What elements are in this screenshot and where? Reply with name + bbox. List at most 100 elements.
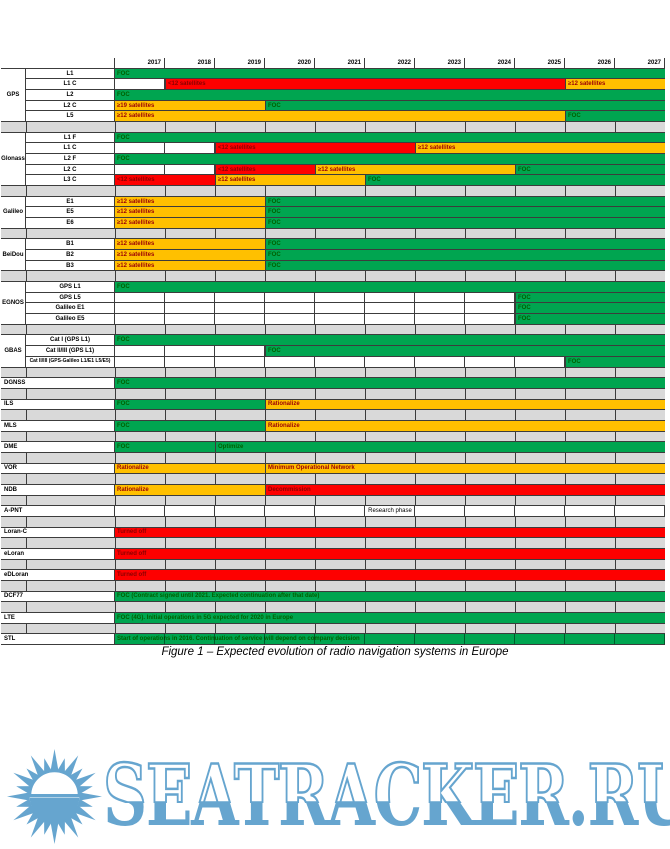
separator-column-line: [26, 388, 27, 400]
bar-label: Minimum Operational Network: [268, 465, 355, 472]
row-timeline: Rationalize Minimum Operational Network: [115, 463, 665, 475]
row-timeline: ≥12 satellites FOC: [115, 239, 665, 251]
bar-segment: [115, 346, 265, 356]
separator-gridlines: [115, 228, 665, 240]
bar-label: FOC: [117, 401, 130, 408]
row-timeline: <12 satellites ≥12 satellites FOC: [115, 164, 665, 176]
separator-gridlines: [115, 367, 665, 379]
system-label: EGNOS: [1, 282, 26, 325]
row-timeline: Rationalize Decommission: [115, 484, 665, 496]
separator-gridlines: [115, 559, 665, 571]
bar-label: FOC: [518, 305, 531, 312]
bar-label: ≥12 satellites: [418, 145, 456, 152]
bar-segment: FOC: [565, 111, 665, 122]
bar-label: FOC: [117, 337, 130, 344]
year-header: 2021: [315, 58, 365, 69]
signal-label: L1 F: [26, 132, 115, 144]
bar-segment: [115, 303, 515, 313]
separator-row: [1, 410, 665, 421]
signal-label: L1: [26, 68, 115, 80]
bar-label: FOC: [117, 134, 130, 141]
row-timeline: FOC: [115, 303, 665, 315]
bar-segment: Rationalize: [265, 420, 665, 431]
year-header-row: 2017 2018 2019 2020 2021 2022 2023 2024 2025 2026…: [1, 58, 665, 69]
separator-row: [1, 474, 665, 485]
separator-row: [1, 431, 665, 443]
bar-label: FOC (Contract signed until 2021. Expecte…: [117, 593, 320, 600]
separator-gridlines: [115, 580, 665, 592]
bar-label: FOC: [117, 380, 130, 386]
year-header: 2023: [415, 58, 465, 69]
separator-row: [1, 580, 665, 592]
bar-segment: FOC: [515, 164, 665, 175]
bar-segment: ≥12 satellites: [115, 218, 265, 228]
bar-label: Start of operations in 2016. Continuatio…: [115, 636, 360, 642]
separator-column-line: [26, 271, 27, 283]
bar-segment: [115, 143, 215, 153]
bar-label: Research phase: [368, 508, 412, 515]
watermark: SEATRACKER.RU SEATRACKER.RU: [0, 744, 670, 849]
signal-label: Cat II/III (GPS-Galileo L1/E1 L5/E5): [26, 356, 115, 368]
signal-label: L5: [26, 111, 115, 123]
separator-column-line: [26, 186, 27, 197]
bar-segment: FOC: [115, 68, 665, 79]
bar-label: <12 satellites: [117, 177, 155, 184]
signal-label: B1: [26, 239, 115, 251]
bar-label: ≥12 satellites: [117, 209, 155, 216]
year-header: 2027: [615, 58, 665, 69]
row-timeline: <12 satellites ≥12 satellites: [115, 79, 665, 91]
row-timeline: Start of operations in 2016. Continuatio…: [115, 634, 665, 645]
separator-column-line: [26, 495, 27, 507]
bar-segment: FOC: [265, 207, 665, 218]
separator-gridlines: [115, 324, 665, 336]
row-timeline: ≥12 satellites FOC: [115, 260, 665, 272]
bar-label: FOC: [268, 219, 281, 226]
watermark-text: SEATRACKER.RU SEATRACKER.RU: [103, 752, 670, 842]
system-label: DGNSS: [1, 378, 115, 389]
signal-label: Cat I (GPS L1): [26, 335, 115, 347]
system-label: GBAS: [1, 335, 26, 368]
bar-segment: FOC: [265, 239, 665, 250]
bar-label: ≥12 satellites: [117, 251, 155, 258]
bar-segment: Optimize: [215, 442, 665, 452]
signal-label: L2: [26, 90, 115, 101]
system-label: LTE: [1, 612, 115, 624]
system-label: NDB: [1, 484, 115, 496]
separator-gridlines: [115, 186, 665, 197]
bar-segment: [115, 79, 165, 89]
year-gridlines: [115, 634, 665, 644]
separator-column-line: [26, 228, 27, 240]
bar-label: FOC: [368, 177, 381, 184]
system-label: Glonass: [1, 132, 26, 187]
separator-column-line: [26, 367, 27, 379]
signal-label: GPS L1: [26, 282, 115, 293]
bar-segment: Rationalize: [115, 484, 265, 495]
row-timeline: FOC: [115, 90, 665, 101]
system-label: DCF77: [1, 591, 115, 603]
system-label: STL: [1, 634, 115, 645]
bar-label: FOC: [268, 209, 281, 216]
bar-label: FOC: [117, 444, 130, 451]
separator-gridlines: [115, 474, 665, 485]
separator-gridlines: [115, 516, 665, 528]
signal-label: L1 C: [26, 79, 115, 91]
year-header: 2019: [215, 58, 265, 69]
bar-segment: FOC: [365, 175, 665, 186]
system-label: BeiDou: [1, 239, 26, 272]
bar-label: <12 satellites: [168, 81, 206, 88]
separator-column-line: [26, 410, 27, 421]
system-label: A-PNT: [1, 506, 115, 517]
signal-label: E5: [26, 207, 115, 219]
system-label: eDLoran: [1, 570, 115, 581]
bar-label: FOC (4G). Initial operations in 5G expec…: [117, 614, 294, 621]
separator-gridlines: [115, 623, 665, 635]
row-timeline: FOC: [115, 378, 665, 389]
bar-segment: Decommission: [265, 484, 665, 495]
bar-label: ≥12 satellites: [117, 219, 155, 226]
row-timeline: ≥12 satellites FOC: [115, 111, 665, 123]
bar-segment: ≥19 satellites: [115, 100, 265, 111]
bar-label: <12 satellites: [218, 166, 256, 173]
separator-row: [1, 559, 665, 571]
row-timeline: <12 satellites ≥12 satellites FOC: [115, 175, 665, 187]
separator-column-line: [26, 474, 27, 485]
